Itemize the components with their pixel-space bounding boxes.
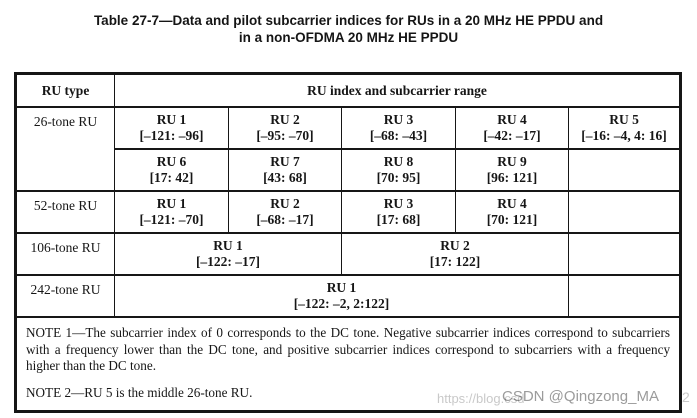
subcarrier-range: [–16: –4, 4: 16]	[581, 128, 667, 143]
ru-cell: RU 1 [–121: –70]	[114, 190, 229, 234]
ru-cell: RU 7 [43: 68]	[228, 148, 342, 192]
ru-label: RU 4	[497, 196, 527, 211]
ru-cell: RU 1 [–122: –2, 2:122]	[114, 274, 569, 318]
subcarrier-range: [–121: –70]	[139, 212, 204, 227]
subcarrier-range: [–42: –17]	[483, 128, 541, 143]
ru-cell: RU 5 [–16: –4, 4: 16]	[567, 106, 682, 150]
subcarrier-range: [–121: –96]	[139, 128, 204, 143]
ru-cell-empty	[567, 148, 682, 192]
ru-label: RU 1	[213, 238, 243, 253]
ru-label: RU 2	[270, 112, 300, 127]
ru-label: RU 1	[326, 280, 357, 295]
ru-label: RU 7	[270, 154, 300, 169]
table-caption-line2: in a non-OFDMA 20 MHz HE PPDU	[238, 30, 459, 45]
ru-cell: RU 8 [70: 95]	[341, 148, 456, 192]
ru-type-cell-26tone: 26-tone RU	[15, 106, 115, 192]
ru-cell: RU 2 [–68: –17]	[228, 190, 342, 234]
table-caption: Table 27-7—Data and pilot subcarrier ind…	[0, 12, 697, 46]
watermark-tail: 2	[682, 389, 690, 405]
header-ru-index-range: RU index and subcarrier range	[113, 72, 682, 108]
subcarrier-range: [96: 121]	[486, 170, 538, 185]
ru-type-cell-242tone: 242-tone RU	[15, 274, 115, 318]
ru-label: RU 9	[497, 154, 527, 169]
subcarrier-range: [–68: –17]	[256, 212, 314, 227]
subcarrier-range: [43: 68]	[263, 170, 307, 185]
subcarrier-range: [–95: –70]	[256, 128, 314, 143]
subcarrier-range: [17: 122]	[429, 254, 481, 269]
ru-cell-empty	[567, 274, 682, 318]
ru-label: RU 4	[497, 112, 527, 127]
ru-label: RU 1	[156, 196, 187, 211]
ru-cell: RU 1 [–122: –17]	[114, 232, 342, 276]
ru-label: RU 1	[156, 112, 187, 127]
subcarrier-range: [17: 42]	[149, 170, 194, 185]
note-2: NOTE 2—RU 5 is the middle 26-tone RU.	[26, 384, 253, 400]
ru-cell: RU 2 [–95: –70]	[228, 106, 342, 150]
row-52tone: 52-tone RU RU 1 [–121: –70] RU 2 [–68: –…	[15, 190, 682, 234]
header-row: RU type RU index and subcarrier range	[15, 72, 682, 108]
notes-cell: NOTE 1—The subcarrier index of 0 corresp…	[14, 316, 682, 413]
ru-cell: RU 9 [96: 121]	[455, 148, 569, 192]
row-106tone: 106-tone RU RU 1 [–122: –17] RU 2 [17: 1…	[15, 232, 682, 276]
ru-subcarrier-table: RU type RU index and subcarrier range 26…	[14, 72, 683, 413]
notes-row: NOTE 1—The subcarrier index of 0 corresp…	[14, 316, 682, 413]
ru-label: RU 5	[609, 112, 639, 127]
ru-label: RU 2	[270, 196, 300, 211]
row-26tone-a: 26-tone RU RU 1 [–121: –96] RU 2 [–95: –…	[15, 106, 682, 192]
subcarrier-range: [–68: –43]	[369, 128, 428, 143]
ru-cell: RU 4 [–42: –17]	[455, 106, 569, 150]
ru-label: RU 3	[383, 196, 414, 211]
subcarrier-range: [70: 95]	[376, 170, 421, 185]
subcarrier-range: [70: 121]	[486, 212, 538, 227]
row-26tone-b: RU 6 [17: 42] RU 7 [43: 68] RU 8 [70: 95…	[16, 148, 682, 192]
ru-cell-empty	[567, 232, 682, 276]
ru-cell-empty	[567, 190, 682, 234]
ru-type-cell-52tone: 52-tone RU	[15, 190, 115, 234]
ru-cell: RU 6 [17: 42]	[114, 148, 229, 192]
ru-label: RU 2	[440, 238, 470, 253]
header-ru-type: RU type	[15, 72, 115, 108]
ru-cell: RU 4 [70: 121]	[455, 190, 569, 234]
table-caption-line1: Table 27-7—Data and pilot subcarrier ind…	[93, 13, 604, 28]
ru-cell: RU 3 [–68: –43]	[341, 106, 456, 150]
ru-cell: RU 2 [17: 122]	[341, 232, 569, 276]
ru-label: RU 3	[383, 112, 414, 127]
subcarrier-range: [–122: –2, 2:122]	[293, 296, 390, 311]
note-1: NOTE 1—The subcarrier index of 0 corresp…	[26, 325, 671, 373]
subcarrier-range: [–122: –17]	[195, 254, 261, 269]
subcarrier-range: [17: 68]	[376, 212, 421, 227]
ru-type-cell-106tone: 106-tone RU	[15, 232, 115, 276]
ru-cell: RU 1 [–121: –96]	[114, 106, 229, 150]
ru-label: RU 6	[156, 154, 187, 169]
ru-cell: RU 3 [17: 68]	[341, 190, 456, 234]
row-242tone: 242-tone RU RU 1 [–122: –2, 2:122]	[15, 274, 682, 318]
ru-label: RU 8	[383, 154, 414, 169]
